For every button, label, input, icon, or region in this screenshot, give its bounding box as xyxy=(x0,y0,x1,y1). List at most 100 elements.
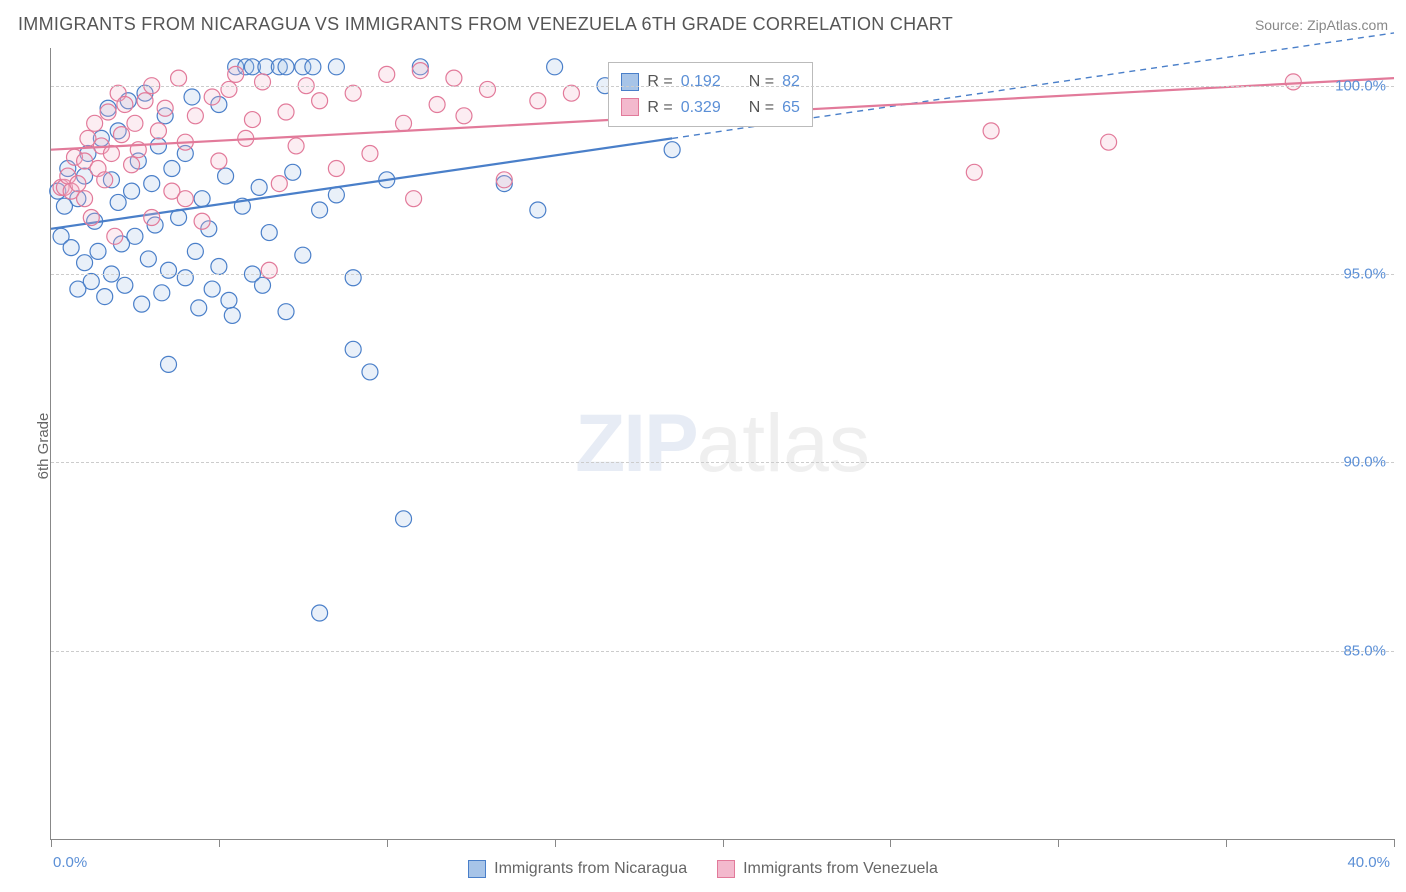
stat-n-label: N = xyxy=(749,69,774,95)
data-point-venezuela xyxy=(127,115,143,131)
stat-r-label: R = xyxy=(647,69,672,95)
data-point-nicaragua xyxy=(345,341,361,357)
data-point-venezuela xyxy=(137,93,153,109)
data-point-venezuela xyxy=(171,70,187,86)
data-point-venezuela xyxy=(271,176,287,192)
x-tick xyxy=(51,839,52,847)
data-point-nicaragua xyxy=(261,225,277,241)
data-point-venezuela xyxy=(124,157,140,173)
data-point-venezuela xyxy=(406,191,422,207)
data-point-nicaragua xyxy=(117,277,133,293)
legend-label: Immigrants from Venezuela xyxy=(743,860,938,878)
data-point-nicaragua xyxy=(177,270,193,286)
data-point-nicaragua xyxy=(295,247,311,263)
chart-source: Source: ZipAtlas.com xyxy=(1255,17,1388,33)
data-point-nicaragua xyxy=(255,277,271,293)
data-point-venezuela xyxy=(362,145,378,161)
data-point-venezuela xyxy=(83,210,99,226)
data-point-venezuela xyxy=(107,228,123,244)
data-point-venezuela xyxy=(150,123,166,139)
data-point-nicaragua xyxy=(90,243,106,259)
data-point-venezuela xyxy=(261,262,277,278)
data-point-nicaragua xyxy=(328,59,344,75)
data-point-nicaragua xyxy=(221,292,237,308)
data-point-nicaragua xyxy=(312,202,328,218)
data-point-venezuela xyxy=(396,115,412,131)
stat-row-nicaragua: R = 0.192N = 82 xyxy=(621,69,800,95)
data-point-nicaragua xyxy=(191,300,207,316)
data-point-nicaragua xyxy=(187,243,203,259)
x-tick xyxy=(1394,839,1395,847)
chart-title: IMMIGRANTS FROM NICARAGUA VS IMMIGRANTS … xyxy=(18,14,953,35)
chart-area: ZIPatlas R = 0.192N = 82R = 0.329N = 65 … xyxy=(50,48,1394,840)
stat-row-venezuela: R = 0.329 N = 65 xyxy=(621,95,800,121)
data-point-nicaragua xyxy=(224,307,240,323)
data-point-nicaragua xyxy=(154,285,170,301)
data-point-venezuela xyxy=(177,191,193,207)
legend-item-venezuela: Immigrants from Venezuela xyxy=(717,860,938,878)
data-point-venezuela xyxy=(87,115,103,131)
data-point-nicaragua xyxy=(161,356,177,372)
source-prefix: Source: xyxy=(1255,17,1307,33)
stat-r-label: R = xyxy=(647,95,672,121)
data-point-venezuela xyxy=(211,153,227,169)
data-point-venezuela xyxy=(563,85,579,101)
data-point-nicaragua xyxy=(312,605,328,621)
data-point-nicaragua xyxy=(278,304,294,320)
data-point-venezuela xyxy=(312,93,328,109)
data-point-nicaragua xyxy=(362,364,378,380)
stat-swatch-venezuela xyxy=(621,98,639,116)
data-point-nicaragua xyxy=(124,183,140,199)
data-point-nicaragua xyxy=(278,59,294,75)
data-point-venezuela xyxy=(97,172,113,188)
data-point-nicaragua xyxy=(140,251,156,267)
data-point-nicaragua xyxy=(345,270,361,286)
data-point-nicaragua xyxy=(204,281,220,297)
data-point-venezuela xyxy=(117,97,133,113)
data-point-nicaragua xyxy=(164,161,180,177)
correlation-stat-box: R = 0.192N = 82R = 0.329N = 65 xyxy=(608,62,813,127)
data-point-nicaragua xyxy=(77,255,93,271)
data-point-venezuela xyxy=(255,74,271,90)
stat-n-label: N = xyxy=(749,95,774,121)
stat-r-value: 0.192 xyxy=(681,69,721,95)
grid-line xyxy=(51,462,1394,463)
data-point-venezuela xyxy=(157,100,173,116)
legend-label: Immigrants from Nicaragua xyxy=(494,860,687,878)
svg-overlay xyxy=(51,48,1394,839)
data-point-venezuela xyxy=(221,81,237,97)
data-point-nicaragua xyxy=(664,142,680,158)
data-point-venezuela xyxy=(244,112,260,128)
x-tick xyxy=(219,839,220,847)
data-point-venezuela xyxy=(1101,134,1117,150)
data-point-venezuela xyxy=(966,164,982,180)
plot-area: ZIPatlas R = 0.192N = 82R = 0.329N = 65 … xyxy=(50,48,1394,840)
legend-swatch-venezuela xyxy=(717,860,735,878)
y-tick-label: 100.0% xyxy=(1335,77,1386,94)
stat-n-value: 65 xyxy=(782,95,800,121)
data-point-venezuela xyxy=(530,93,546,109)
y-tick-label: 85.0% xyxy=(1343,642,1386,659)
data-point-venezuela xyxy=(278,104,294,120)
data-point-nicaragua xyxy=(184,89,200,105)
data-point-nicaragua xyxy=(134,296,150,312)
data-point-venezuela xyxy=(379,66,395,82)
data-point-venezuela xyxy=(70,176,86,192)
data-point-nicaragua xyxy=(218,168,234,184)
y-tick-label: 95.0% xyxy=(1343,266,1386,283)
grid-line xyxy=(51,274,1394,275)
y-tick-label: 90.0% xyxy=(1343,454,1386,471)
data-point-nicaragua xyxy=(150,138,166,154)
data-point-nicaragua xyxy=(83,274,99,290)
data-point-nicaragua xyxy=(285,164,301,180)
data-point-venezuela xyxy=(204,89,220,105)
legend-item-nicaragua: Immigrants from Nicaragua xyxy=(468,860,687,878)
data-point-venezuela xyxy=(446,70,462,86)
data-point-venezuela xyxy=(100,104,116,120)
data-point-venezuela xyxy=(496,172,512,188)
data-point-nicaragua xyxy=(547,59,563,75)
data-point-nicaragua xyxy=(194,191,210,207)
data-point-nicaragua xyxy=(305,59,321,75)
stat-r-value: 0.329 xyxy=(681,95,721,121)
data-point-venezuela xyxy=(114,127,130,143)
